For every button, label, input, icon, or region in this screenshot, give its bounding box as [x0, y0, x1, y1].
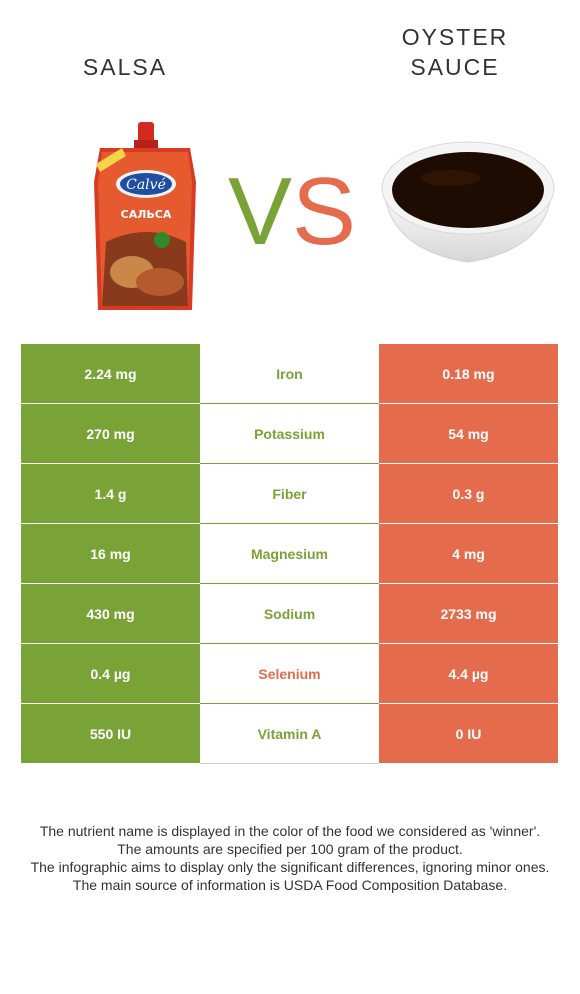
nutrient-row: 270 mg Potassium 54 mg [21, 404, 558, 464]
right-value: 2733 mg [379, 584, 558, 644]
right-food-title-line2: SAUCE [410, 54, 500, 80]
right-value: 4.4 µg [379, 644, 558, 704]
right-value: 0.18 mg [379, 344, 558, 404]
right-food-title-line1: OYSTER [401, 24, 509, 50]
svg-text:Calvé: Calvé [126, 177, 166, 193]
left-value: 0.4 µg [21, 644, 200, 704]
right-value: 54 mg [379, 404, 558, 464]
nutrient-name: Magnesium [200, 524, 379, 584]
left-value: 1.4 g [21, 464, 200, 524]
left-value: 16 mg [21, 524, 200, 584]
nutrient-row: 0.4 µg Selenium 4.4 µg [21, 644, 558, 704]
footer-line-1: The nutrient name is displayed in the co… [39, 823, 541, 839]
nutrient-row: 430 mg Sodium 2733 mg [21, 584, 558, 644]
right-value: 0.3 g [379, 464, 558, 524]
salsa-image: Calvé САЛЬСА [94, 122, 196, 310]
footer-line-3: The infographic aims to display only the… [30, 859, 550, 875]
nutrient-name: Fiber [200, 464, 379, 524]
nutrient-name: Potassium [200, 404, 379, 464]
vs-label: VS [227, 158, 357, 265]
footer-notes: The nutrient name is displayed in the co… [30, 822, 550, 894]
nutrient-name: Iron [200, 344, 379, 404]
oyster-sauce-image [381, 141, 555, 263]
nutrient-row: 1.4 g Fiber 0.3 g [21, 464, 558, 524]
right-value: 4 mg [379, 524, 558, 584]
left-value: 270 mg [21, 404, 200, 464]
left-value: 2.24 mg [21, 344, 200, 404]
nutrient-row: 16 mg Magnesium 4 mg [21, 524, 558, 584]
right-food-title: OYSTER SAUCE [355, 22, 555, 82]
footer-line-4: The main source of information is USDA F… [72, 877, 508, 893]
nutrient-name: Selenium [200, 644, 379, 704]
right-value: 0 IU [379, 704, 558, 764]
svg-text:САЛЬСА: САЛЬСА [121, 208, 172, 221]
footer-line-2: The amounts are specified per 100 gram o… [117, 841, 463, 857]
left-food-title: SALSA [82, 54, 168, 80]
nutrient-name: Sodium [200, 584, 379, 644]
nutrient-name: Vitamin A [200, 704, 379, 764]
left-value: 550 IU [21, 704, 200, 764]
nutrient-row: 2.24 mg Iron 0.18 mg [21, 344, 558, 404]
nutrient-comparison-table: 2.24 mg Iron 0.18 mg 270 mg Potassium 54 mg 1.… [21, 344, 558, 764]
left-value: 430 mg [21, 584, 200, 644]
